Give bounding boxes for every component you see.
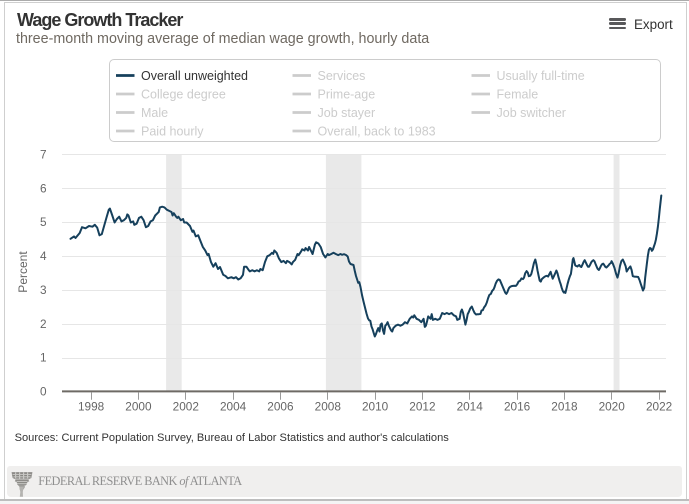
svg-text:2016: 2016 [504, 400, 531, 414]
svg-text:Percent: Percent [16, 251, 30, 293]
svg-text:Usually full-time: Usually full-time [497, 69, 585, 83]
svg-text:2002: 2002 [173, 400, 199, 414]
svg-text:3: 3 [40, 283, 47, 297]
svg-text:4: 4 [40, 249, 47, 263]
svg-text:2018: 2018 [551, 400, 578, 414]
svg-text:2000: 2000 [125, 400, 152, 414]
svg-text:0: 0 [40, 385, 47, 399]
svg-text:2014: 2014 [457, 400, 484, 414]
svg-text:2006: 2006 [267, 400, 294, 414]
svg-text:Overall, back to 1983: Overall, back to 1983 [318, 124, 436, 138]
svg-text:Overall unweighted: Overall unweighted [141, 69, 248, 83]
svg-text:Female: Female [497, 87, 539, 101]
svg-text:2008: 2008 [315, 400, 342, 414]
svg-text:2012: 2012 [409, 400, 435, 414]
svg-text:1998: 1998 [78, 400, 105, 414]
svg-text:2: 2 [40, 317, 47, 331]
svg-text:1: 1 [40, 351, 47, 365]
svg-text:College degree: College degree [141, 87, 226, 101]
svg-text:Services: Services [318, 69, 366, 83]
svg-text:Job switcher: Job switcher [497, 106, 566, 120]
svg-text:7: 7 [40, 148, 47, 162]
svg-text:2022: 2022 [646, 400, 672, 414]
svg-text:Male: Male [141, 106, 168, 120]
svg-text:6: 6 [40, 181, 47, 195]
svg-text:2020: 2020 [599, 400, 626, 414]
svg-text:5: 5 [40, 215, 47, 229]
svg-text:Job stayer: Job stayer [318, 106, 376, 120]
svg-text:2010: 2010 [362, 400, 389, 414]
svg-text:Paid hourly: Paid hourly [141, 124, 204, 138]
svg-text:Prime-age: Prime-age [318, 87, 376, 101]
svg-text:2004: 2004 [220, 400, 247, 414]
